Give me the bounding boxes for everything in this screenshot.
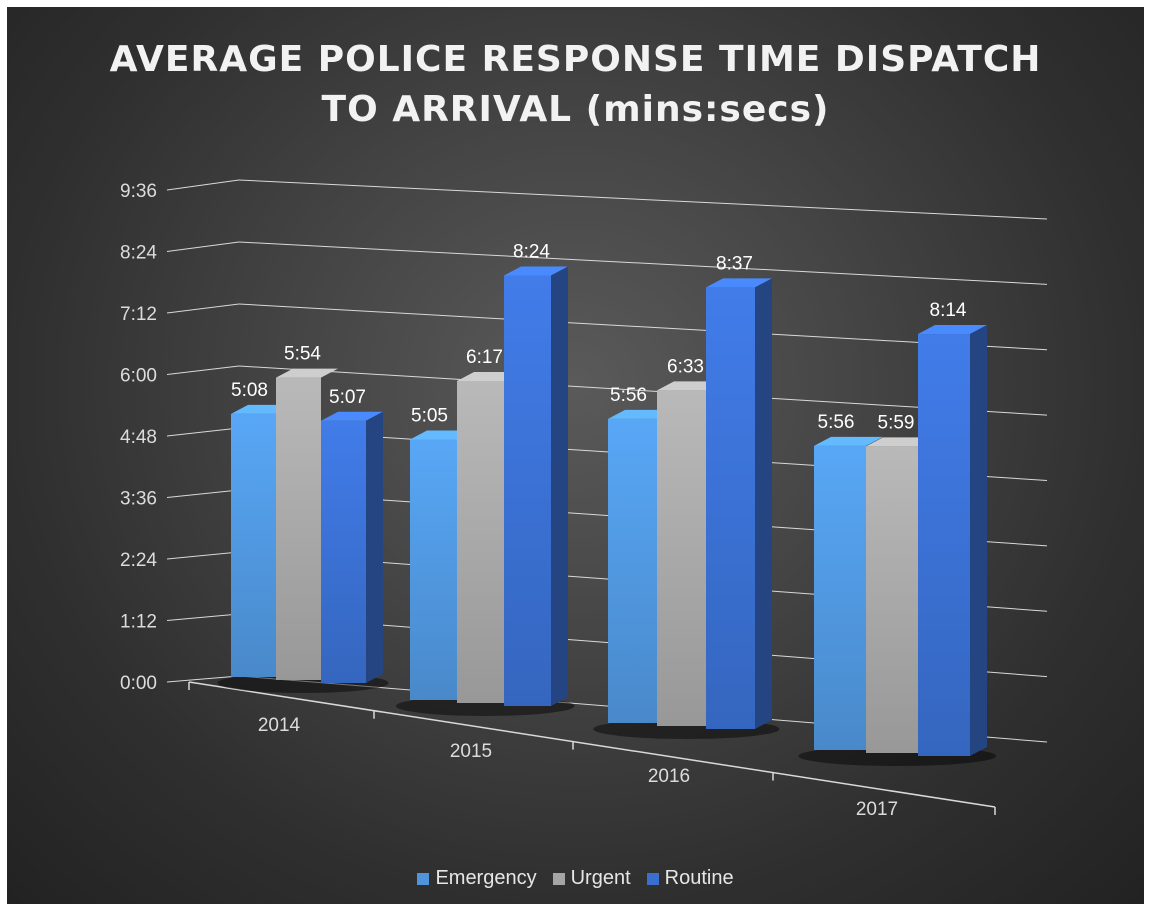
- bar: [657, 390, 706, 726]
- bar: [608, 418, 657, 723]
- legend-label-routine: Routine: [664, 867, 734, 889]
- y-tick-label: 1:12: [120, 612, 157, 633]
- legend-item-emergency: Emergency: [417, 867, 537, 890]
- bar-side: [366, 411, 383, 683]
- bar: [410, 439, 457, 700]
- bar-top: [504, 266, 568, 276]
- bar: [866, 446, 918, 753]
- gridline: [238, 241, 1048, 285]
- gridline-side: [166, 365, 240, 375]
- category-group: 5:56 5:59 8:14: [798, 300, 996, 766]
- gridline-side: [166, 303, 240, 314]
- data-label: 5:59: [878, 412, 915, 433]
- x-tick-label: 2016: [648, 766, 690, 787]
- category-group: 5:08 5:54 5:07: [217, 344, 389, 693]
- bar-top: [814, 436, 883, 446]
- bar: [918, 334, 970, 756]
- data-label: 8:37: [716, 253, 753, 274]
- bar-top: [706, 278, 772, 288]
- data-label: 5:07: [329, 387, 366, 408]
- y-tick-label: 0:00: [120, 673, 157, 694]
- gridline-side: [166, 179, 240, 191]
- gridline-side: [166, 613, 240, 621]
- y-tick-label: 2:24: [120, 550, 157, 571]
- bar: [321, 420, 366, 683]
- y-tick-label: 4:48: [120, 427, 157, 448]
- data-label: 5:05: [411, 405, 448, 426]
- bar: [706, 287, 755, 729]
- bar-top: [276, 368, 338, 378]
- bar-side: [755, 278, 772, 729]
- bar-side: [551, 266, 568, 706]
- data-label: 5:56: [818, 412, 855, 433]
- bar: [231, 413, 276, 677]
- y-tick-label: 8:24: [120, 243, 157, 264]
- bar-side: [970, 325, 987, 756]
- chart-title-line-1: AVERAGE POLICE RESPONSE TIME DISPATCH: [109, 39, 1042, 80]
- gridline: [238, 303, 1048, 351]
- bar: [504, 275, 551, 706]
- chart-title: AVERAGE POLICE RESPONSE TIME DISPATCH TO…: [7, 35, 1144, 135]
- plot-area: 0:00 1:12 2:24 3:36 4:48 6:00 7:12 8:24 9:36 2014…: [120, 179, 1048, 820]
- bar-top: [918, 325, 987, 335]
- gridline-side: [166, 427, 240, 437]
- x-tick-label: 2015: [450, 741, 492, 762]
- data-label: 6:17: [466, 347, 503, 368]
- legend-label-emergency: Emergency: [435, 867, 537, 889]
- legend-swatch-routine: [646, 872, 659, 885]
- legend-swatch-emergency: [417, 872, 430, 885]
- legend: Emergency Urgent Routine: [7, 867, 1144, 890]
- gridline-side: [166, 551, 240, 560]
- data-label: 8:14: [930, 300, 967, 321]
- y-tick-label: 3:36: [120, 489, 157, 510]
- gridline-side: [166, 675, 240, 683]
- chart-area: AVERAGE POLICE RESPONSE TIME DISPATCH TO…: [7, 7, 1144, 904]
- data-label: 5:56: [610, 385, 647, 406]
- x-tick-label: 2014: [258, 715, 301, 736]
- category-group: 5:05 6:17 8:24: [395, 242, 575, 716]
- bar: [457, 380, 504, 703]
- data-label: 6:33: [667, 356, 704, 377]
- chart-title-line-2: TO ARRIVAL (mins:secs): [321, 89, 830, 130]
- bar-top: [866, 437, 935, 447]
- y-tick-label: 7:12: [120, 304, 157, 325]
- gridline-side: [166, 489, 240, 498]
- legend-label-urgent: Urgent: [570, 867, 631, 889]
- x-axis-line: [188, 681, 996, 808]
- data-label: 5:54: [284, 344, 321, 365]
- gridline: [238, 179, 1048, 220]
- category-group: 5:56 6:33 8:37: [593, 253, 780, 739]
- bar: [276, 377, 321, 680]
- data-label: 8:24: [513, 242, 550, 263]
- data-label: 5:08: [231, 380, 268, 401]
- bar: [814, 445, 866, 750]
- y-tick-label: 9:36: [120, 181, 157, 202]
- y-tick-label: 6:00: [120, 366, 157, 387]
- gridline-side: [166, 241, 240, 252]
- gridline: [238, 365, 1048, 416]
- legend-item-routine: Routine: [646, 867, 734, 890]
- x-tick-label: 2017: [856, 799, 898, 820]
- bar-top: [321, 411, 383, 421]
- legend-swatch-urgent: [552, 872, 565, 885]
- legend-item-urgent: Urgent: [552, 867, 631, 890]
